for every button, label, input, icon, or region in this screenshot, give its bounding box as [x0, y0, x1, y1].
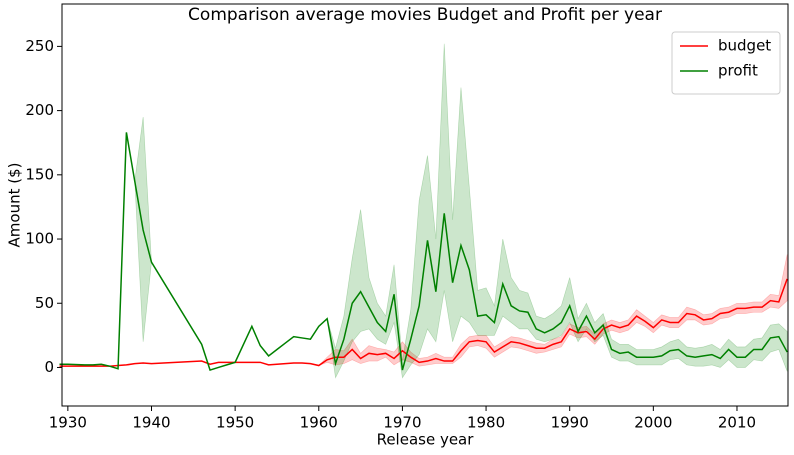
y-tick-label: 0 — [44, 358, 54, 376]
legend-label: budget — [718, 37, 771, 55]
confidence-band — [59, 254, 788, 367]
y-axis-label: Amount ($) — [6, 163, 24, 248]
x-tick-label: 1980 — [467, 414, 505, 432]
x-axis-label: Release year — [377, 431, 475, 449]
legend-label: profit — [718, 62, 758, 80]
plot-frame — [61, 3, 789, 407]
x-tick-label: 1970 — [383, 414, 421, 432]
y-tick-label: 200 — [25, 101, 54, 119]
y-tick-label: 50 — [35, 294, 54, 312]
chart-title: Comparison average movies Budget and Pro… — [188, 5, 662, 25]
legend-box — [671, 31, 781, 95]
x-tick-label: 2010 — [718, 414, 756, 432]
line — [59, 132, 788, 371]
line — [59, 278, 788, 367]
x-tick-label: 1950 — [216, 414, 254, 432]
x-tick-label: 1940 — [132, 414, 170, 432]
x-tick-label: 2000 — [634, 414, 672, 432]
y-tick-label: 150 — [25, 165, 54, 183]
x-tick-label: 1990 — [551, 414, 589, 432]
x-tick-label: 1930 — [49, 414, 87, 432]
y-tick-label: 100 — [25, 230, 54, 248]
y-tick-label: 250 — [25, 37, 54, 55]
x-tick-label: 1960 — [300, 414, 338, 432]
